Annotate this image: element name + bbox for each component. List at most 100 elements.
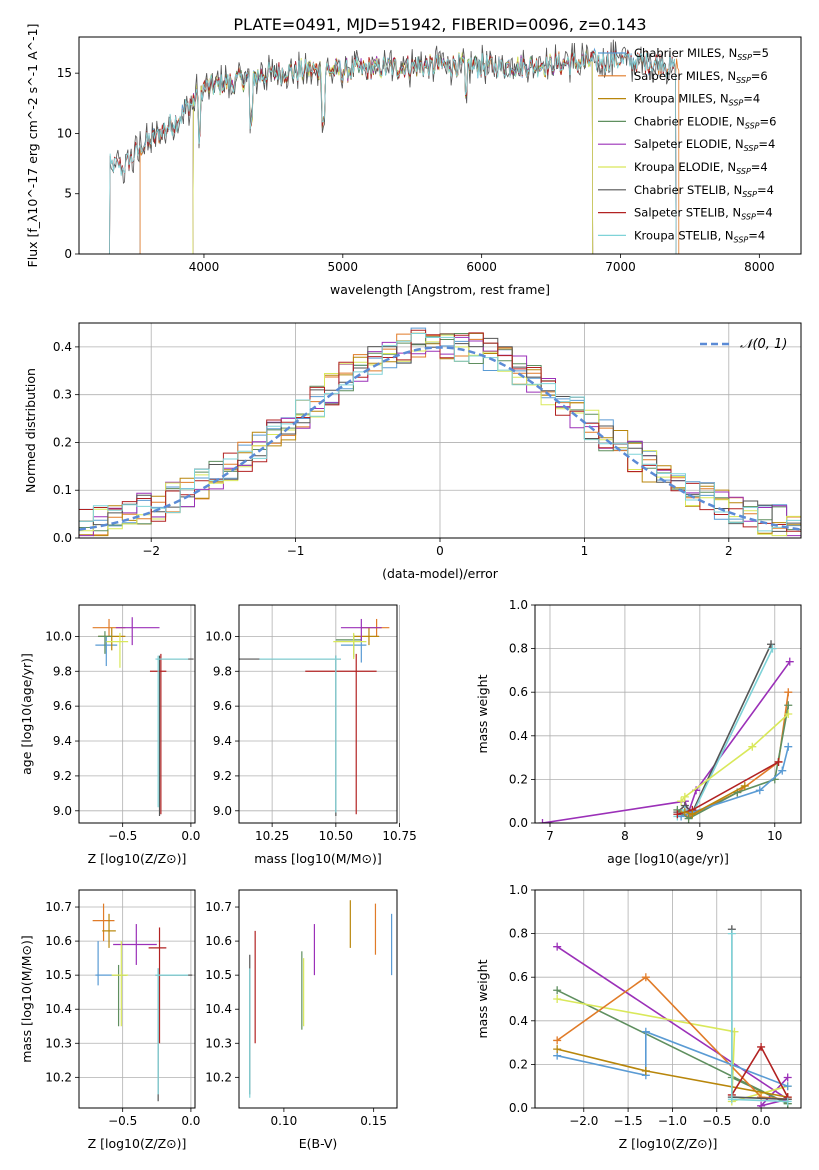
- y-tick-label: 0.1: [53, 483, 72, 497]
- x-tick-label: 10: [767, 829, 782, 843]
- y-tick-label: 5: [64, 187, 72, 201]
- x-tick-label: 1: [581, 544, 589, 558]
- axes-frame: [238, 604, 398, 824]
- legend-label: Chabrier ELODIE, NSSP=6: [634, 114, 776, 130]
- x-tick-label: −0.5: [702, 1114, 731, 1128]
- x-axis-label: Z [log10(Z/Z⊙)]: [88, 851, 187, 866]
- y-tick-label: 0.8: [509, 642, 528, 656]
- x-tick-label: 0.15: [360, 1114, 387, 1128]
- y-tick-label: 0.4: [509, 729, 528, 743]
- weight-series-line: [556, 946, 790, 1108]
- x-tick-label: 0.10: [271, 1114, 298, 1128]
- gaussian-curve: [79, 346, 801, 531]
- y-tick-label: 9.2: [213, 769, 232, 783]
- axes-frame: [238, 889, 398, 1109]
- y-axis-label: mass weight: [475, 959, 490, 1038]
- histogram-series: [79, 333, 801, 532]
- weight-marker: [684, 814, 693, 823]
- x-axis-label: age [log10(age/yr)]: [607, 851, 729, 866]
- weight-marker: [727, 1095, 736, 1104]
- weight-marker: [553, 1045, 562, 1054]
- y-tick-label: 0.2: [53, 435, 72, 449]
- y-tick-label: 0.2: [509, 1057, 528, 1071]
- legend: Chabrier MILES, NSSP=5 Salpeter MILES, NS…: [598, 46, 776, 244]
- axes-age-vs-mass: 10.25 10.50 10.75 9.0 9.2 9.4 9.6 9.8 10.0 mass […: [205, 604, 417, 866]
- legend-label: Salpeter ELODIE, NSSP=4: [634, 137, 775, 153]
- axes-frame: [534, 604, 802, 824]
- axes-weight-vs-age: 7 8 9 10 0.0 0.2 0.4 0.6 0.8 1.0 age [log10(age/yr…: [475, 598, 802, 866]
- y-tick-label: 10.2: [205, 1070, 232, 1084]
- y-tick-label: 9.8: [53, 664, 72, 678]
- weight-marker: [755, 786, 764, 795]
- y-tick-label: 9.4: [53, 734, 72, 748]
- y-tick-label: 10.4: [205, 1002, 232, 1016]
- y-tick-label: 9.0: [213, 804, 232, 818]
- y-axis-label: Normed distribution: [23, 368, 38, 493]
- y-tick-label: 10.6: [45, 934, 72, 948]
- x-axis-label: Z [log10(Z/Z⊙)]: [88, 1136, 187, 1151]
- x-tick-label: 8000: [744, 260, 775, 274]
- legend-label: Kroupa ELODIE, NSSP=4: [634, 160, 768, 176]
- weight-series-line: [542, 661, 791, 823]
- plot-area: [249, 900, 393, 1098]
- x-tick-label: 0.0: [181, 1114, 200, 1128]
- axes-residuals: −2 −1 0 1 2 0.0 0.1 0.2 0.3 0.4 (data-model)/error…: [23, 322, 802, 581]
- y-axis-label: mass weight: [475, 674, 490, 753]
- legend-label: Kroupa STELIB, NSSP=4: [634, 228, 765, 244]
- y-tick-label: 10.0: [205, 629, 232, 643]
- y-tick-label: 10.5: [205, 968, 232, 982]
- weight-series-line: [557, 1030, 788, 1087]
- legend-label: Salpeter STELIB, NSSP=4: [634, 206, 773, 222]
- plot-area: [92, 617, 194, 817]
- y-tick-label: 0.6: [509, 685, 528, 699]
- y-tick-label: 15: [57, 66, 72, 80]
- legend-label: 𝒩(0, 1): [740, 337, 787, 352]
- weight-marker: [783, 1082, 792, 1091]
- plot-area: [538, 640, 794, 823]
- axes-mass-vs-Z: −0.5 0.0 10.2 10.3 10.4 10.5 10.6 10.7 Z [log10(…: [19, 889, 200, 1151]
- weight-marker: [680, 792, 689, 801]
- legend-label: Salpeter MILES, NSSP=6: [634, 69, 768, 85]
- x-tick-label: −1: [287, 544, 305, 558]
- legend-label: Chabrier STELIB, NSSP=4: [634, 183, 774, 199]
- weight-marker: [673, 810, 682, 819]
- x-axis-label: Z [log10(Z/Z⊙)]: [619, 1136, 718, 1151]
- x-tick-label: 0.0: [752, 1114, 771, 1128]
- weight-marker: [768, 644, 777, 653]
- y-tick-label: 0: [64, 247, 72, 261]
- y-tick-label: 0.4: [509, 1014, 528, 1028]
- plot-area: [79, 327, 801, 537]
- weight-series-line: [680, 713, 789, 802]
- y-tick-label: 0.0: [53, 531, 72, 545]
- y-tick-label: 0.0: [509, 816, 528, 830]
- y-tick-label: 10.3: [45, 1036, 72, 1050]
- weight-marker: [727, 929, 736, 938]
- weight-marker: [641, 1066, 650, 1075]
- axes-frame: [78, 604, 196, 824]
- x-axis-label: wavelength [Angstrom, rest frame]: [330, 282, 550, 297]
- figure-title: PLATE=0491, MJD=51942, FIBERID=0096, z=0…: [233, 15, 646, 34]
- weight-marker: [688, 810, 697, 819]
- y-tick-label: 1.0: [509, 598, 528, 612]
- y-tick-label: 0.8: [509, 927, 528, 941]
- spectrum-series: [109, 50, 677, 254]
- weight-marker: [767, 640, 776, 649]
- x-tick-label: 0.0: [181, 829, 200, 843]
- x-tick-label: −2.0: [569, 1114, 598, 1128]
- weight-marker: [553, 942, 562, 951]
- x-axis-label: (data-model)/error: [382, 566, 499, 581]
- weight-marker: [748, 742, 757, 751]
- axes-weight-vs-Z: −2.0 −1.5 −1.0 −0.5 0.0 0.0 0.2 0.4 0.6 0.8 1.0 Z […: [475, 883, 802, 1151]
- y-tick-label: 0.3: [53, 388, 72, 402]
- weight-marker: [757, 1042, 766, 1051]
- weight-marker: [641, 973, 650, 982]
- y-tick-label: 10.4: [45, 1002, 72, 1016]
- weight-marker: [784, 688, 793, 697]
- axes-frame: [78, 36, 802, 255]
- spectrum-series: [109, 39, 677, 254]
- weight-marker: [740, 781, 749, 790]
- axes-frame: [534, 889, 802, 1109]
- axes-frame: [78, 889, 196, 1109]
- weight-marker: [680, 808, 689, 817]
